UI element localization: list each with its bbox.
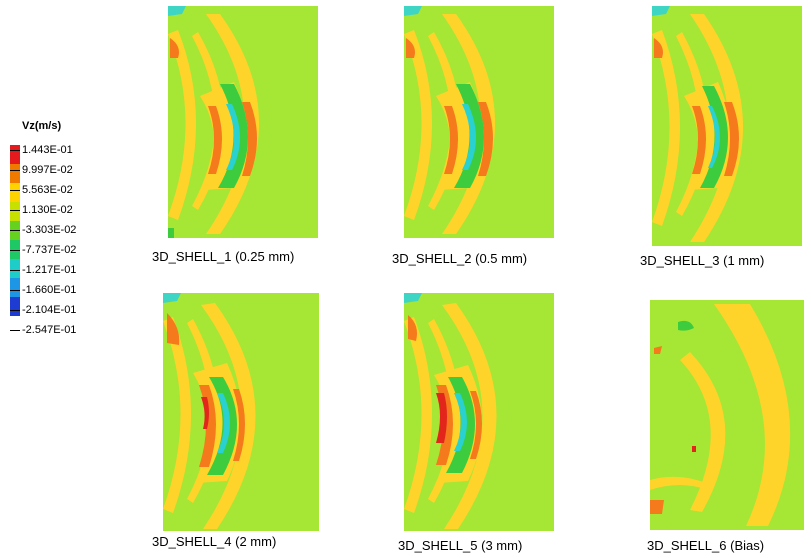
cyan-core — [217, 393, 230, 453]
caption-shell-2: 3D_SHELL_2 (0.5 mm) — [392, 251, 528, 266]
caption-shell-6: 3D_SHELL_6 (Bias) — [647, 538, 765, 553]
outer-yellow-arc — [690, 14, 743, 242]
legend-swatch-2 — [10, 183, 20, 202]
legend-label-6: -1.217E-01 — [22, 264, 77, 276]
contour-plot-shell-3 — [652, 6, 802, 246]
corner-patch — [652, 6, 670, 16]
left-orange-blob — [654, 38, 663, 58]
corner-patch — [404, 293, 422, 303]
corner-patch — [168, 6, 186, 16]
left-orange-blob — [406, 38, 415, 58]
legend-tick — [10, 210, 20, 211]
legend-label-5: -7.737E-02 — [22, 244, 77, 256]
legend-label-8: -2.104E-01 — [22, 304, 77, 316]
legend-label-3: 1.130E-02 — [22, 204, 73, 216]
legend-tick — [10, 290, 20, 291]
inner-yellow-arc — [680, 352, 726, 512]
outer-yellow-arc — [442, 303, 497, 529]
left-orange-blob — [167, 313, 180, 345]
legend-swatch-1 — [10, 164, 20, 183]
legend-swatch-6 — [10, 259, 20, 278]
left-yellow-band — [163, 317, 191, 513]
green-arc — [454, 84, 484, 188]
legend-tick — [10, 270, 20, 271]
color-legend: Vz(m/s) 1.443E-01 9.997E-02 5.563E-02 1.… — [0, 0, 120, 400]
outer-yellow-arc — [442, 14, 495, 234]
outer-yellow-arc — [201, 303, 256, 529]
corner-patch — [404, 6, 422, 16]
contour-plot-shell-5 — [404, 293, 554, 531]
green-arc — [218, 84, 248, 188]
red-spot — [436, 393, 447, 443]
cyan-core — [708, 106, 720, 168]
left-orange-blob — [170, 38, 179, 58]
green-arc — [207, 377, 237, 475]
red-spot — [201, 397, 209, 429]
outer-yellow-arc — [714, 304, 791, 526]
legend-tick — [10, 330, 20, 331]
legend-tick — [10, 150, 20, 151]
contour-plot-shell-2 — [404, 6, 554, 238]
legend-label-1: 9.997E-02 — [22, 164, 73, 176]
legend-label-9: -2.547E-01 — [22, 324, 77, 336]
contour-plot-shell-4 — [163, 293, 319, 531]
caption-shell-1: 3D_SHELL_1 (0.25 mm) — [152, 249, 295, 264]
orange-right-arc — [478, 102, 493, 176]
left-yellow-band — [168, 30, 196, 220]
contour-plot-shell-6 — [650, 300, 804, 530]
legend-tick — [10, 230, 20, 231]
legend-tick — [10, 190, 20, 191]
legend-label-2: 5.563E-02 — [22, 184, 73, 196]
orange-left-arc — [444, 106, 458, 174]
contour-plot-shell-1 — [168, 6, 318, 238]
orange-left-arc — [208, 106, 222, 174]
cyan-core — [226, 104, 240, 170]
cyan-core — [462, 104, 476, 170]
legend-tick — [10, 170, 20, 171]
legend-swatch-0 — [10, 145, 20, 164]
top-green-patch — [678, 320, 694, 331]
orange-right-arc — [233, 389, 245, 461]
left-orange-blob — [408, 315, 417, 341]
legend-label-7: -1.660E-01 — [22, 284, 77, 296]
legend-swatch-7 — [10, 278, 20, 297]
left-yellow-band — [404, 317, 432, 513]
left-yellow-band — [652, 30, 680, 226]
orange-right-arc — [470, 391, 482, 459]
bottom-corner — [168, 228, 174, 238]
orange-right-arc — [242, 102, 257, 176]
legend-swatch-8 — [10, 297, 20, 316]
left-yellow-band — [404, 30, 432, 220]
red-dot — [692, 446, 696, 452]
legend-tick — [10, 310, 20, 311]
legend-label-0: 1.443E-01 — [22, 144, 73, 156]
legend-swatch-5 — [10, 240, 20, 259]
green-arc — [446, 377, 475, 473]
cyan-core — [454, 393, 467, 451]
orange-left-arc — [692, 106, 706, 174]
bottom-yellow-streak — [650, 476, 708, 490]
legend-tick — [10, 250, 20, 251]
bottom-orange — [650, 500, 664, 514]
legend-title: Vz(m/s) — [22, 120, 62, 132]
legend-label-4: -3.303E-02 — [22, 224, 77, 236]
caption-shell-4: 3D_SHELL_4 (2 mm) — [152, 534, 277, 549]
orange-right-arc — [724, 102, 739, 176]
green-arc — [700, 86, 728, 188]
legend-swatch-3 — [10, 202, 20, 221]
corner-patch — [163, 293, 181, 303]
outer-yellow-arc — [206, 14, 259, 234]
caption-shell-5: 3D_SHELL_5 (3 mm) — [398, 538, 523, 553]
caption-shell-3: 3D_SHELL_3 (1 mm) — [640, 253, 765, 268]
left-orange-flecks — [654, 346, 662, 354]
